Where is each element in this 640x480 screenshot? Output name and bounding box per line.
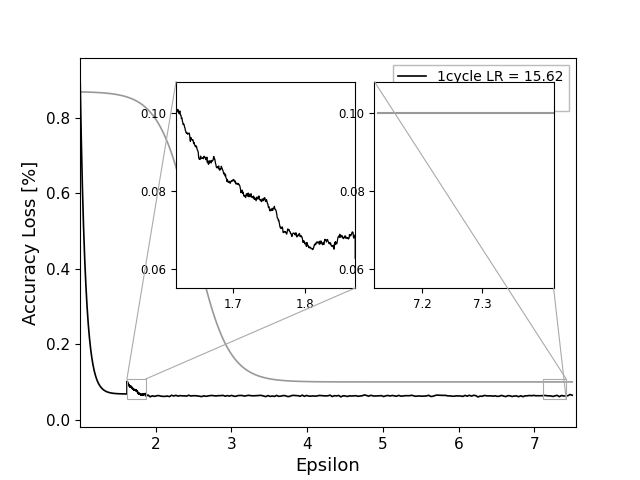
LR = 0.05 [500, 379, 508, 385]
LR = 0.05 [362, 379, 370, 385]
Line: LR = 0.05: LR = 0.05 [80, 92, 572, 382]
Bar [543, 379, 566, 399]
LR = 0.05 [449, 379, 457, 385]
Legend: 1cycle LR = 15.62, LR = 0.05: 1cycle LR = 15.62, LR = 0.05 [392, 64, 569, 110]
1cycle LR = 15.62 [140, 392, 148, 397]
1cycle LR = 15.62 [83, 289, 90, 295]
1cycle LR = 15.62 [474, 394, 482, 400]
LR = 0.05 [106, 91, 114, 96]
Y-axis label: Accuracy Loss [%]: Accuracy Loss [%] [22, 160, 40, 324]
LR = 0.05 [568, 379, 576, 385]
1cycle LR = 15.62 [568, 392, 576, 398]
LR = 0.05 [76, 89, 84, 95]
X-axis label: Epsilon: Epsilon [296, 457, 360, 476]
LR = 0.05 [390, 379, 397, 385]
1cycle LR = 15.62 [86, 339, 93, 345]
1cycle LR = 15.62 [125, 382, 133, 388]
Line: 1cycle LR = 15.62: 1cycle LR = 15.62 [80, 72, 572, 397]
Bar [127, 379, 146, 399]
LR = 0.05 [375, 379, 383, 385]
1cycle LR = 15.62 [76, 69, 84, 74]
1cycle LR = 15.62 [109, 390, 116, 396]
1cycle LR = 15.62 [478, 394, 486, 399]
